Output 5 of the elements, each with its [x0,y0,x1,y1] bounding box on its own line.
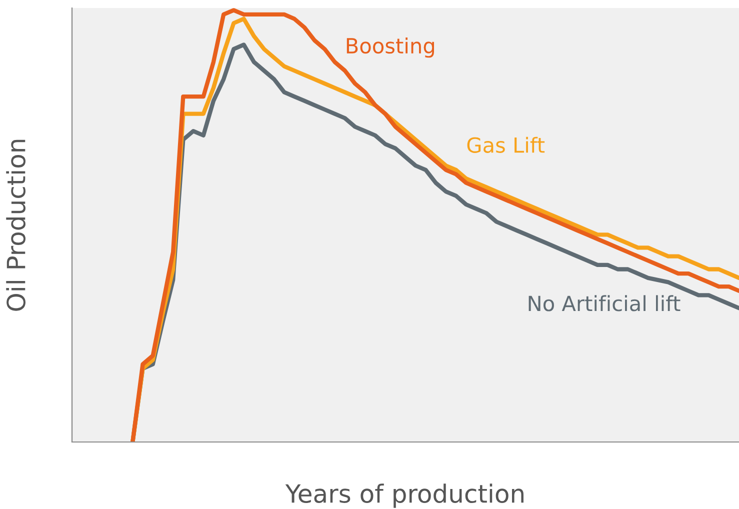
series-label: Boosting [346,38,434,58]
series-label: No Artificial lift [528,295,680,312]
series-label: Gas Lift [467,136,545,153]
x-axis-title: Years of production [285,484,524,508]
y-axis-title: Oil Production [6,140,26,311]
